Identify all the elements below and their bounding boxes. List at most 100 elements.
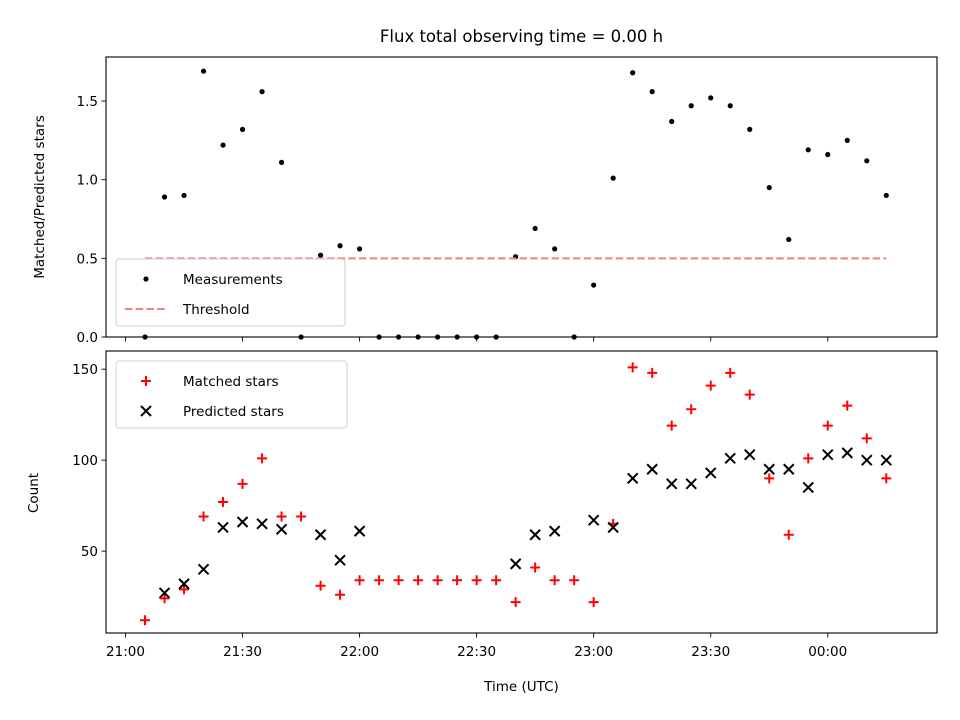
predicted-stars-point [529,529,541,541]
predicted-stars-point [763,463,775,475]
legend-label-predicted-stars: Predicted stars [183,404,284,420]
matched-stars-point [686,404,697,415]
matched-stars-point [237,478,248,489]
y-tick-label: 100 [72,453,98,469]
legend-swatch-predicted-stars [140,405,152,417]
matched-stars-point [588,597,599,608]
predicted-stars-point [178,578,190,590]
x-tick-label: 23:30 [691,644,730,660]
matched-stars-point [549,575,560,586]
matched-stars-point [315,580,326,591]
x-tick-label: 21:00 [106,644,145,660]
matched-stars-point [218,497,229,508]
predicted-stars-point [509,558,522,570]
matched-stars-point [744,389,755,400]
predicted-stars-point [587,514,600,526]
predicted-stars-point [802,481,814,494]
predicted-stars-series [158,447,892,599]
x-tick-label: 00:00 [808,644,847,660]
y-tick-label: 0.0 [77,330,98,346]
legend-swatch-measurements [143,276,149,282]
predicted-stars-point [353,525,366,537]
measurements-point [669,118,675,125]
matched-stars-series [140,362,892,626]
axes-frame [105,56,938,338]
predicted-stars-point [607,521,619,534]
matched-stars-point [569,575,580,586]
matched-stars-point [822,420,833,431]
matched-stars-point [881,473,892,484]
measurements-point [805,147,811,153]
matched-stars-point [842,400,853,411]
measurements-point [649,89,655,95]
measurements-point [337,243,343,249]
measurements-point [844,137,850,143]
matched-stars-point [803,453,814,464]
legend-swatch-matched-stars [141,376,151,386]
measurements-point [161,194,168,200]
matched-stars-point [257,453,268,464]
matched-stars-point [530,562,541,573]
matched-stars-point [159,593,170,604]
predicted-stars-point [548,525,561,537]
legend-label-measurements: Measurements [183,272,283,288]
measurements-point [532,225,538,232]
ratio-axes: Matched/Predicted stars 0.0 0.5 1.0 1.5 Meas… [32,56,938,346]
matched-stars-point [452,575,463,586]
legend-box [115,360,348,429]
y-tick-label: 1.5 [77,94,98,110]
measurements-point [239,126,246,132]
measurements-series [142,68,889,340]
x-tick-label: 22:00 [340,644,379,660]
predicted-stars-point [158,587,171,599]
measurements-point [630,70,636,76]
matched-stars-point [413,575,424,586]
measurements-point [688,103,694,109]
matched-stars-point [276,511,287,522]
measurements-point [220,142,226,148]
measurements-point [825,151,831,158]
x-axis-label: Time (UTC) [483,679,559,695]
matched-stars-point [335,589,346,600]
matched-stars-point [725,367,736,378]
matched-stars-point [627,362,638,373]
x-tick-label: 23:00 [574,644,613,660]
predicted-stars-point [841,447,853,459]
predicted-stars-point [314,529,327,541]
measurements-point [610,175,616,181]
legend: Matched stars Predicted stars [115,360,348,429]
matched-stars-point [764,473,775,484]
measurements-point [747,126,753,132]
measurements-point [278,159,285,165]
predicted-stars-point [646,463,658,475]
matched-stars-point [666,420,677,431]
x-tick-label: 21:30 [223,644,262,660]
matched-stars-point [510,597,521,608]
predicted-stars-point [744,448,756,461]
measurements-point [181,192,187,199]
count-y-axis-label: Count [26,473,42,513]
chart-title: Flux total observing time = 0.00 h [380,27,663,46]
matched-stars-point [432,575,443,586]
predicted-stars-point [217,521,229,534]
axes-frame [105,350,938,634]
measurements-point [727,103,733,109]
predicted-stars-point [665,478,678,490]
predicted-stars-point [822,448,834,461]
legend-label-matched-stars: Matched stars [183,374,279,390]
measurements-point [317,252,324,258]
predicted-stars-point [724,452,736,465]
measurements-point [864,158,870,164]
predicted-stars-point [783,463,795,475]
predicted-stars-point [256,518,268,530]
matched-stars-point [647,367,658,378]
count-axes: Count Time (UTC) 50 100 150 21:00 21:30 22:00… [26,350,938,695]
predicted-stars-point [275,523,288,536]
measurements-point [200,68,207,74]
predicted-stars-point [626,472,639,485]
predicted-stars-point [334,554,346,566]
matched-stars-point [471,575,482,586]
matched-stars-point [393,575,404,586]
